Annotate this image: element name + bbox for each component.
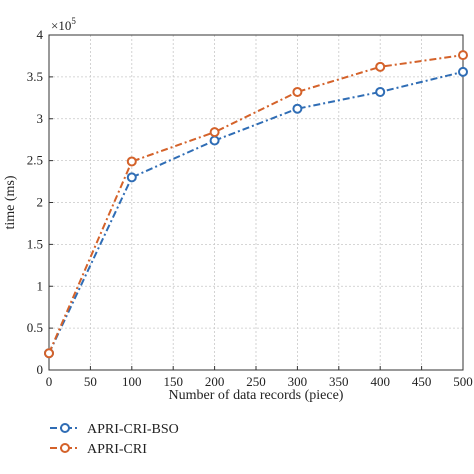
data-point (292, 86, 303, 97)
data-point (458, 66, 468, 77)
data-point (292, 103, 303, 114)
y-tick-label: 4 (37, 27, 44, 42)
y-tick-label: 2.5 (27, 153, 43, 168)
data-point (209, 135, 220, 146)
y-tick-label: 3.5 (27, 69, 43, 84)
data-point (126, 156, 137, 167)
y-multiplier-exponent: 5 (71, 16, 76, 26)
legend-item: APRI-CRI (50, 442, 147, 457)
x-tick-label: 350 (329, 374, 349, 389)
series-group (44, 50, 468, 359)
legend-label: APRI-CRI (87, 442, 147, 457)
y-tick-label: 0.5 (27, 320, 43, 335)
x-tick-label: 0 (46, 374, 53, 389)
legend-label: APRI-CRI-BSO (87, 422, 179, 437)
data-point (458, 50, 468, 61)
y-tick-label: 3 (37, 111, 44, 126)
y-tick-label: 1.5 (27, 236, 43, 251)
data-point (375, 86, 386, 97)
data-point (44, 348, 54, 359)
grid-lines (48, 34, 464, 371)
legend-marker (60, 423, 70, 433)
y-multiplier: ×105 (51, 16, 76, 33)
data-point (375, 61, 386, 72)
legend: APRI-CRI-BSO APRI-CRI (50, 422, 179, 457)
x-tick-label: 200 (205, 374, 225, 389)
series-2 (44, 50, 468, 359)
data-point (126, 172, 137, 183)
data-point (209, 127, 220, 138)
y-axis-label: time (ms) (3, 175, 18, 229)
axis-ticks: 0 50 100 150 200 250 300 350 400 450 500 0 0.5 1 1.5 2 2… (27, 27, 473, 389)
y-tick-label: 2 (37, 195, 44, 210)
y-multiplier-base: ×10 (51, 18, 71, 33)
x-tick-label: 150 (163, 374, 183, 389)
x-tick-label: 500 (453, 374, 473, 389)
legend-item: APRI-CRI-BSO (50, 422, 179, 437)
y-tick-label: 1 (37, 278, 44, 293)
x-tick-label: 50 (84, 374, 97, 389)
series-line (48, 70, 464, 354)
x-axis-label: Number of data records (piece) (169, 388, 344, 403)
x-tick-label: 450 (412, 374, 432, 389)
x-tick-label: 250 (246, 374, 266, 389)
x-tick-label: 300 (288, 374, 308, 389)
x-tick-label: 400 (370, 374, 390, 389)
legend-marker (60, 443, 70, 453)
y-tick-label: 0 (37, 362, 44, 377)
x-tick-label: 100 (122, 374, 142, 389)
